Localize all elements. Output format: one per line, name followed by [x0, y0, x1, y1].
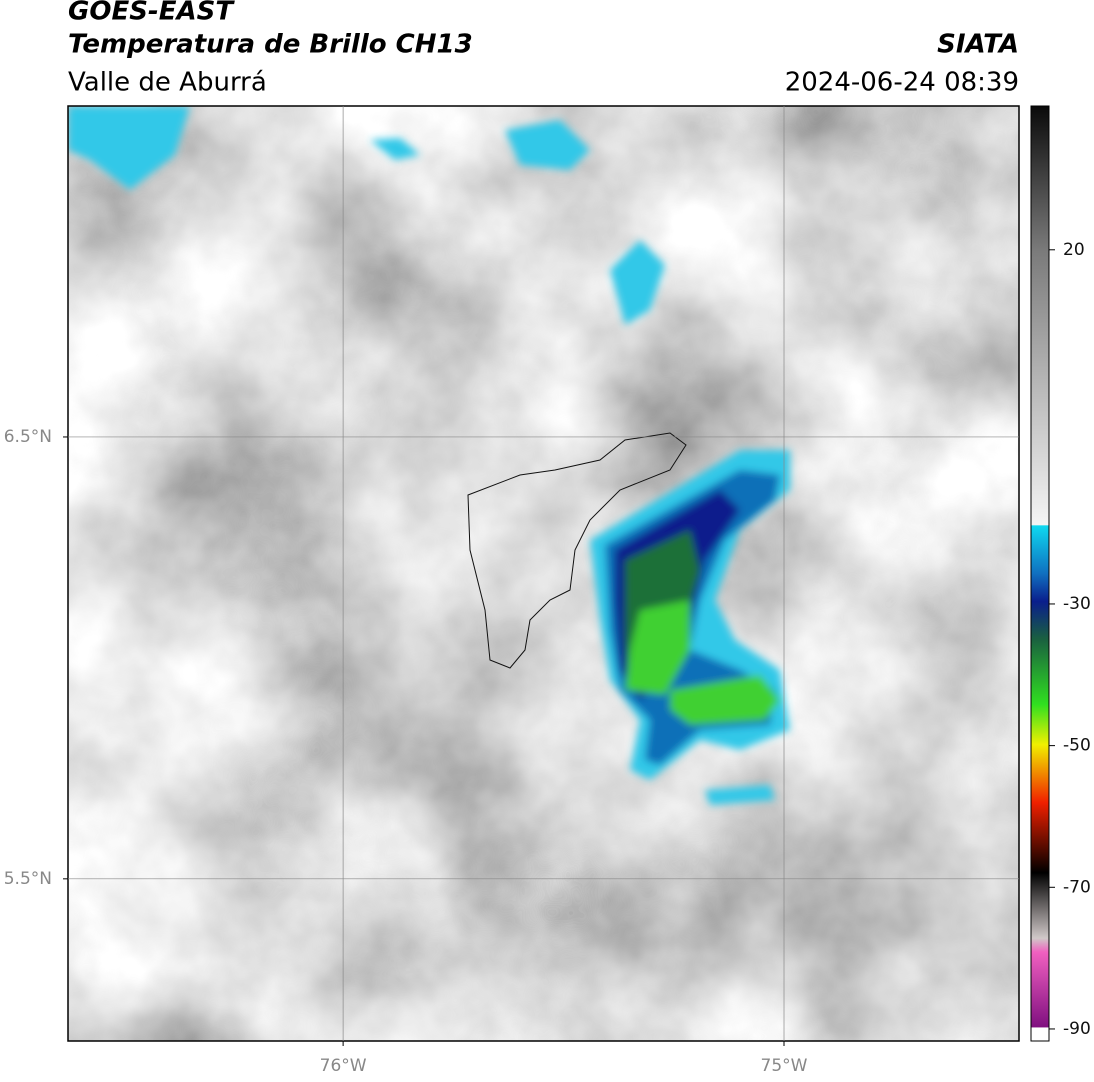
- map-image: [68, 106, 1019, 1041]
- colorbar-label: -90: [1063, 1019, 1091, 1039]
- lat-label: 5.5°N: [4, 869, 52, 889]
- lat-label: 6.5°N: [4, 427, 52, 447]
- valley-boundary: [467, 432, 687, 669]
- colorbar-label: 20: [1063, 240, 1085, 260]
- colorbar: [1030, 105, 1050, 1042]
- map-frame: [67, 105, 1020, 1042]
- region: Valle de Aburrá: [68, 68, 267, 98]
- lon-label: 76°W: [320, 1056, 367, 1076]
- colorbar-label: -50: [1063, 736, 1091, 756]
- colorbar-label: -30: [1063, 594, 1091, 614]
- source: SIATA: [937, 30, 1019, 60]
- subtitle: Temperatura de Brillo CH13: [68, 30, 473, 60]
- lon-label: 75°W: [761, 1056, 808, 1076]
- colorbar-label: -70: [1063, 877, 1091, 897]
- title: GOES-EAST: [68, 0, 235, 27]
- datetime: 2024-06-24 08:39: [785, 68, 1019, 98]
